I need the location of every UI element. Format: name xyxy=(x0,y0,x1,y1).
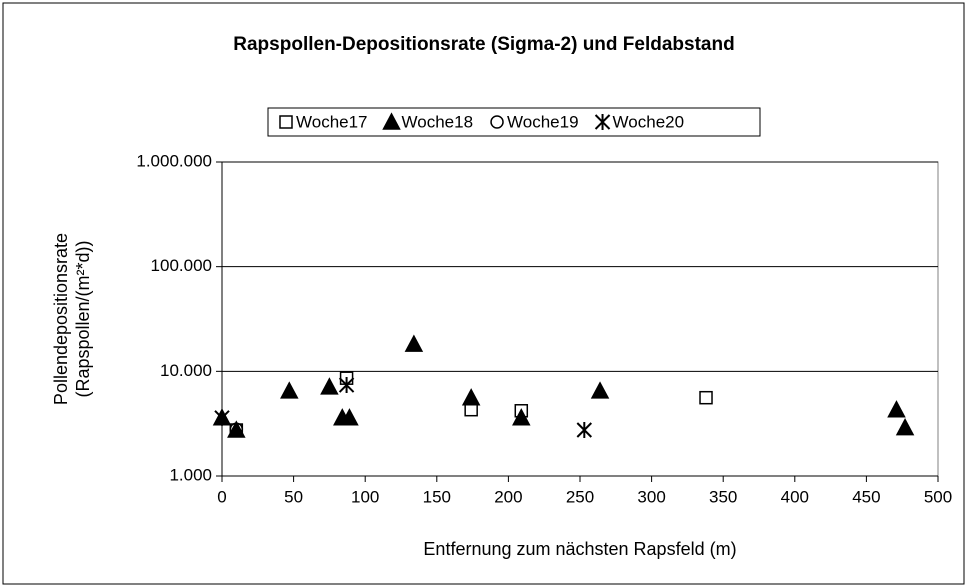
legend-marker xyxy=(490,115,504,129)
point xyxy=(229,422,244,436)
point xyxy=(590,381,610,399)
x-tick-label: 50 xyxy=(284,487,303,506)
point xyxy=(576,422,593,439)
legend-marker xyxy=(594,114,611,130)
y-axis-title: (Rapspollen/(m²*d)) xyxy=(73,240,93,397)
point xyxy=(887,400,906,418)
x-tick-label: 200 xyxy=(494,487,522,506)
y-tick-label: 1.000.000 xyxy=(136,151,212,170)
point xyxy=(512,408,531,426)
point xyxy=(214,409,230,426)
point xyxy=(895,418,915,436)
x-tick-label: 150 xyxy=(423,487,451,506)
x-tick-label: 0 xyxy=(217,487,226,506)
x-tick-label: 500 xyxy=(924,487,952,506)
point xyxy=(338,377,355,394)
y-tick-label: 10.000 xyxy=(160,361,212,380)
x-tick-label: 300 xyxy=(637,487,665,506)
y-axis-title: Pollendepositionsrate xyxy=(51,233,71,405)
point xyxy=(461,388,481,406)
legend-label: Woche19 xyxy=(507,112,579,131)
y-tick-label: 100.000 xyxy=(151,256,212,275)
point xyxy=(280,381,299,399)
point xyxy=(340,408,359,426)
x-tick-label: 350 xyxy=(709,487,737,506)
x-tick-label: 450 xyxy=(852,487,880,506)
plot-area xyxy=(221,161,939,477)
legend-marker xyxy=(279,115,293,129)
legend-marker xyxy=(382,112,401,130)
legend-label: Woche18 xyxy=(402,112,474,131)
y-tick-label: 1.000 xyxy=(169,465,212,484)
legend xyxy=(267,107,761,137)
point xyxy=(320,377,339,395)
legend-label: Woche20 xyxy=(613,112,685,131)
x-tick-label: 100 xyxy=(351,487,379,506)
x-axis-title: Entfernung zum nächsten Rapsfeld (m) xyxy=(423,539,736,559)
x-tick-label: 400 xyxy=(781,487,809,506)
legend-label: Woche17 xyxy=(296,112,368,131)
chart-title: Rapspollen-Depositionsrate (Sigma-2) und… xyxy=(233,34,734,55)
x-tick-label: 250 xyxy=(566,487,594,506)
point xyxy=(404,334,424,352)
point xyxy=(699,390,713,405)
